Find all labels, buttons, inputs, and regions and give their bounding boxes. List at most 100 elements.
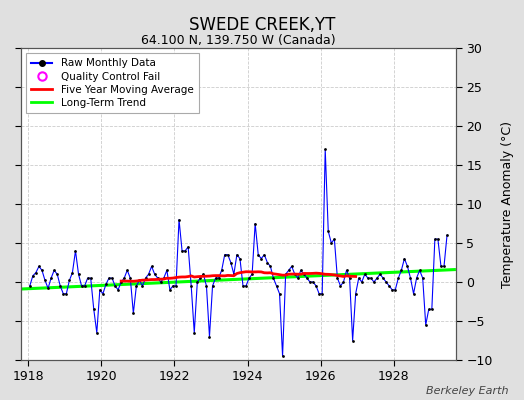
Point [38, 267, 46, 274]
Point [421, 322, 430, 328]
Point [138, 283, 147, 289]
Point [400, 255, 409, 262]
Point [379, 275, 387, 281]
Point [190, 330, 199, 336]
Point [367, 275, 375, 281]
Point [114, 286, 122, 293]
Point [193, 279, 202, 285]
Point [388, 286, 396, 293]
Point [141, 275, 150, 281]
Point [239, 283, 247, 289]
Point [345, 275, 354, 281]
Point [321, 146, 330, 152]
Point [278, 353, 287, 359]
Point [443, 232, 451, 238]
Point [175, 216, 183, 223]
Point [412, 275, 421, 281]
Point [169, 283, 177, 289]
Point [391, 286, 399, 293]
Point [221, 252, 229, 258]
Point [257, 255, 266, 262]
Point [288, 263, 296, 270]
Point [300, 271, 308, 278]
Point [230, 271, 238, 278]
Point [364, 275, 372, 281]
Point [266, 263, 275, 270]
Point [263, 259, 271, 266]
Point [199, 271, 208, 278]
Point [269, 275, 278, 281]
Point [214, 275, 223, 281]
Point [406, 275, 414, 281]
Point [416, 267, 424, 274]
Point [71, 248, 80, 254]
Point [86, 275, 95, 281]
Point [428, 306, 436, 312]
Point [291, 271, 299, 278]
Point [90, 306, 98, 312]
Point [68, 270, 77, 276]
Point [145, 271, 153, 278]
Point [93, 330, 101, 336]
Point [205, 334, 214, 340]
Point [409, 290, 418, 297]
Point [309, 279, 317, 285]
Point [342, 267, 351, 274]
Point [102, 281, 110, 288]
Point [376, 271, 384, 278]
Point [394, 275, 402, 281]
Point [105, 275, 113, 281]
Point [437, 263, 445, 270]
Point [361, 271, 369, 278]
Point [181, 248, 189, 254]
Point [245, 275, 253, 281]
Y-axis label: Temperature Anomaly (°C): Temperature Anomaly (°C) [501, 120, 514, 288]
Point [336, 283, 345, 289]
Point [373, 275, 381, 281]
Point [440, 263, 448, 270]
Point [184, 244, 192, 250]
Point [162, 267, 171, 274]
Point [297, 267, 305, 274]
Point [330, 236, 339, 242]
Point [111, 283, 119, 289]
Point [226, 259, 235, 266]
Point [370, 279, 378, 285]
Point [281, 271, 290, 278]
Point [312, 283, 320, 289]
Point [65, 277, 73, 284]
Point [248, 271, 256, 278]
Point [242, 283, 250, 289]
Point [154, 275, 162, 281]
Point [117, 279, 125, 285]
Point [217, 267, 226, 274]
Point [260, 252, 268, 258]
Point [99, 290, 107, 297]
Point [202, 283, 211, 289]
Point [166, 286, 174, 293]
Point [340, 279, 348, 285]
Point [108, 275, 116, 281]
Point [306, 279, 314, 285]
Point [31, 270, 40, 276]
Text: Berkeley Earth: Berkeley Earth [426, 386, 508, 396]
Point [129, 310, 137, 316]
Point [44, 285, 52, 292]
Point [233, 252, 241, 258]
Point [209, 283, 217, 289]
Point [172, 283, 180, 289]
Point [81, 283, 89, 289]
Point [293, 275, 302, 281]
Point [315, 290, 323, 297]
Point [434, 236, 442, 242]
Point [333, 275, 342, 281]
Point [187, 283, 195, 289]
Point [272, 283, 281, 289]
Point [35, 263, 43, 270]
Point [160, 275, 168, 281]
Title: 64.100 N, 139.750 W (Canada): 64.100 N, 139.750 W (Canada) [141, 34, 336, 47]
Point [285, 267, 293, 274]
Point [196, 275, 204, 281]
Point [236, 255, 244, 262]
Point [120, 275, 128, 281]
